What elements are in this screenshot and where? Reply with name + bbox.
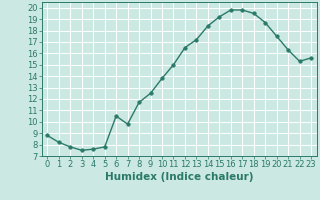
- X-axis label: Humidex (Indice chaleur): Humidex (Indice chaleur): [105, 172, 253, 182]
